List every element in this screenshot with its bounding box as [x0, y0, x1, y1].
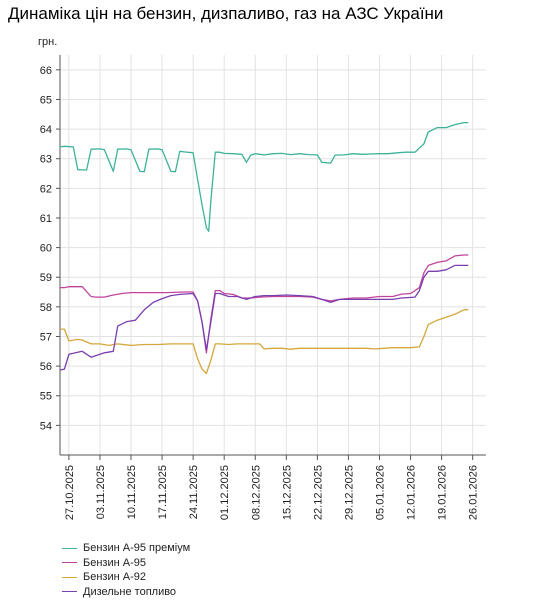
- x-tick-label: 19.01.2026: [437, 465, 449, 520]
- legend: Бензин А-95 преміум Бензин А-95 Бензин А-9…: [62, 541, 190, 599]
- x-tick-label: 05.01.2026: [375, 465, 387, 520]
- x-tick-label: 22.12.2025: [312, 465, 324, 520]
- y-tick-label: 65: [40, 94, 52, 106]
- legend-item: Бензин А-95 преміум: [62, 541, 190, 556]
- x-tick-label: 10.11.2025: [126, 465, 138, 519]
- x-tick-label: 26.01.2026: [468, 465, 480, 520]
- series-line-3: [60, 309, 469, 375]
- line-chart: грн. 54 55 56 57 58 59 60 61 62 63 64 65 66 27.10.20…: [38, 36, 486, 520]
- legend-label: Бензин А-95 преміум: [83, 542, 191, 555]
- y-axis-label: грн.: [38, 36, 57, 48]
- x-axis-ticks: 27.10.2025 03.11.2025 10.11.2025 17.11.2025…: [64, 455, 480, 520]
- series-line-2: [60, 254, 469, 354]
- y-axis-ticks: 54 55 56 57 58 59 60 61 62 63 64 65 66: [40, 65, 60, 432]
- series-line-1: [59, 121, 469, 232]
- y-tick-label: 63: [40, 154, 52, 166]
- series-line-4: [59, 264, 469, 371]
- x-tick-label: 27.10.2025: [64, 465, 76, 520]
- legend-swatch: [62, 547, 77, 549]
- y-tick-label: 59: [40, 272, 52, 284]
- legend-swatch: [62, 576, 77, 578]
- x-tick-label: 17.11.2025: [157, 465, 169, 519]
- chart-title: Динаміка цін на бензин, дизпаливо, газ н…: [8, 4, 444, 23]
- x-tick-label: 01.12.2025: [219, 465, 231, 520]
- y-tick-label: 66: [40, 65, 52, 77]
- y-tick-label: 54: [40, 420, 52, 432]
- series-lines: [59, 121, 469, 375]
- x-tick-label: 24.11.2025: [188, 465, 200, 519]
- grid: [59, 55, 486, 456]
- y-tick-label: 57: [40, 331, 52, 343]
- legend-item: Бензин А-92: [62, 570, 190, 585]
- y-tick-label: 56: [40, 361, 52, 373]
- legend-label: Бензин А-95: [83, 556, 146, 569]
- x-tick-label: 08.12.2025: [250, 465, 262, 520]
- y-tick-label: 62: [40, 183, 52, 195]
- legend-item: Бензин А-95: [62, 556, 190, 571]
- y-tick-label: 55: [40, 391, 52, 403]
- y-tick-label: 60: [40, 243, 52, 255]
- legend-item: Дизельне топливо: [62, 585, 190, 600]
- x-tick-label: 12.01.2026: [406, 465, 418, 520]
- legend-label: Бензин А-92: [83, 571, 146, 584]
- x-tick-label: 29.12.2025: [343, 465, 355, 520]
- x-tick-label: 03.11.2025: [95, 465, 107, 519]
- legend-swatch: [62, 562, 77, 564]
- y-tick-label: 61: [40, 213, 52, 225]
- x-tick-label: 15.12.2025: [281, 465, 293, 520]
- y-tick-label: 64: [40, 124, 52, 136]
- legend-swatch: [62, 591, 77, 593]
- legend-label: Дизельне топливо: [83, 585, 177, 598]
- y-tick-label: 58: [40, 302, 52, 314]
